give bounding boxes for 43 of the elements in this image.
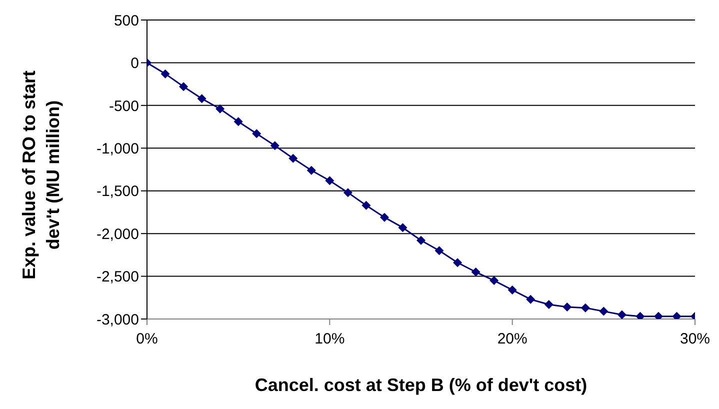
point	[453, 258, 462, 268]
point	[508, 285, 517, 294]
point	[654, 312, 663, 319]
y-tick-label: -2,000	[96, 226, 139, 243]
point	[160, 69, 170, 78]
point	[288, 154, 298, 163]
x-tick-label: 30%	[680, 330, 710, 348]
y-tick-label: -1,500	[96, 183, 139, 200]
point	[471, 268, 480, 277]
y-tick-label: -1,000	[96, 140, 139, 158]
point	[216, 104, 225, 114]
point	[234, 117, 243, 126]
point	[380, 212, 389, 222]
point	[179, 82, 188, 92]
point	[416, 236, 426, 245]
y-tick-label: 0	[130, 55, 139, 72]
point	[398, 223, 408, 232]
y-tick-label: -500	[108, 98, 139, 115]
point	[636, 312, 645, 319]
y-axis-title: Exp. value of RO to start dev't (MU million)	[19, 70, 63, 280]
point	[526, 294, 536, 304]
y-tick-label: 500	[114, 12, 139, 30]
point	[306, 166, 316, 175]
point	[270, 141, 280, 150]
x-tick-label: 20%	[497, 330, 528, 348]
x-tick-label: 0%	[136, 330, 158, 348]
point	[343, 188, 352, 198]
point	[490, 276, 499, 286]
x-axis-title: Cancel. cost at Step B (% of dev't cost)	[254, 375, 588, 395]
point	[617, 310, 626, 319]
point	[252, 129, 262, 138]
point	[599, 306, 608, 316]
y-tick-label: -2,500	[96, 268, 139, 286]
point	[362, 200, 371, 210]
point	[434, 246, 444, 256]
point	[580, 303, 590, 312]
point	[325, 176, 334, 186]
point	[562, 302, 572, 312]
point	[672, 312, 682, 319]
point	[197, 94, 206, 104]
y-tick-label: -3,000	[96, 311, 139, 328]
x-tick-label: 10%	[314, 330, 345, 348]
point	[544, 300, 554, 309]
